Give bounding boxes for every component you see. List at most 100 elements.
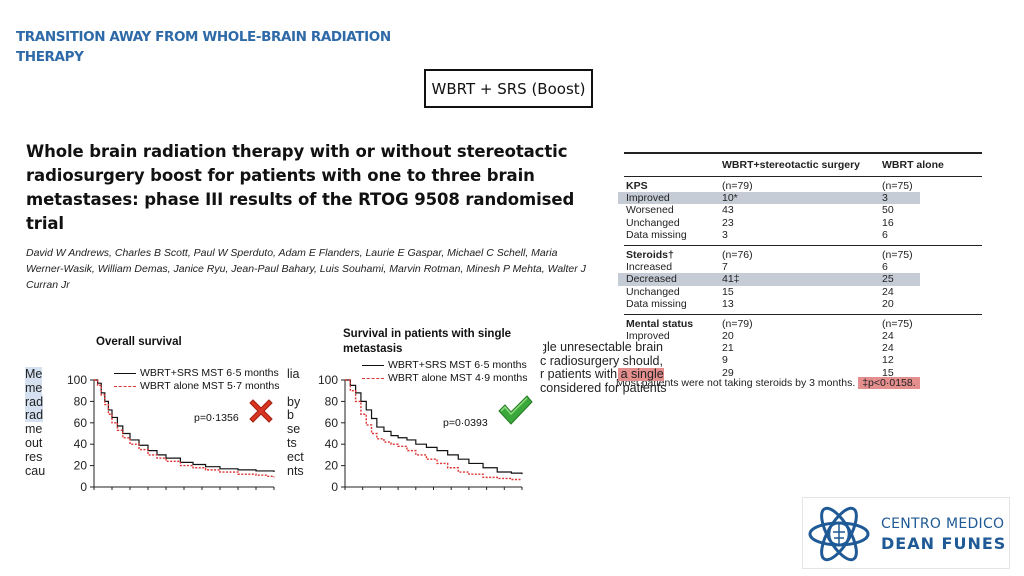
table-cell: 16	[882, 216, 894, 229]
table-cell: (n=79)	[722, 317, 753, 330]
table-cell: 24	[882, 330, 894, 343]
single-metastasis-plot: 0 20 40 60 80 100	[318, 373, 523, 494]
table-row: Worsened 43 50	[624, 204, 982, 216]
y-tick-label: 40	[74, 437, 88, 451]
y-tick-label: 0	[80, 480, 87, 494]
legend-item: WBRT+SRS MST 6·5 months	[114, 367, 279, 380]
survival-curve-wbrt-alone	[345, 379, 522, 481]
table-cell: 50	[882, 204, 894, 217]
abstract-line-left: rad	[25, 408, 44, 423]
table-row: 21 24	[624, 342, 982, 354]
footnote-highlight: ‡p<0·0158.	[858, 377, 920, 389]
y-tick-label: 100	[318, 373, 338, 387]
table-cell: Worsened	[626, 204, 674, 217]
legend-label: WBRT+SRS MST 6·5 months	[388, 359, 527, 371]
legend-label: WBRT alone MST 4·9 months	[388, 372, 528, 384]
table-cell: (n=75)	[882, 248, 913, 261]
legend-swatch	[114, 372, 136, 374]
table-row: Improved 10* 3	[618, 192, 982, 205]
y-tick-label: 60	[325, 416, 339, 430]
header-col-srs: WBRT+stereotactic surgery	[722, 159, 861, 171]
boost-label: WBRT + SRS (Boost)	[431, 79, 586, 98]
legend-label: WBRT alone MST 5·7 months	[140, 380, 280, 392]
p-value: p=0·1356	[194, 412, 239, 424]
table-cell: Improved	[626, 192, 670, 205]
chart-legend: WBRT+SRS MST 6·5 months WBRT alone MST 4…	[362, 359, 528, 385]
abstract-line-right: by	[287, 394, 301, 409]
abstract-line-right: b	[287, 408, 294, 423]
abstract-line-left: me	[25, 380, 43, 395]
legend-swatch	[114, 385, 136, 387]
table-row: Improved 20 24	[624, 330, 982, 342]
table-cell: 3	[722, 228, 728, 241]
table-cell: 43	[722, 204, 734, 217]
table-cell: Mental status	[626, 317, 694, 330]
table-section-row: KPS (n=79) (n=75)	[624, 180, 982, 192]
table-cell: 7	[722, 261, 728, 274]
abstract-line-right: se	[287, 422, 301, 437]
survival-curve-wbrt-srs	[345, 379, 523, 475]
table-cell: 15	[722, 285, 734, 298]
abstract-line-left: rad	[25, 394, 44, 409]
legend-item: WBRT alone MST 5·7 months	[114, 380, 279, 393]
y-tick-label: 80	[325, 394, 339, 408]
results-table: WBRT+stereotactic surgery WBRT alone KPS…	[618, 152, 982, 379]
table-cell: Data missing	[626, 297, 687, 310]
chart-title: Overall survival	[96, 335, 182, 350]
y-tick-label: 20	[74, 459, 88, 473]
abstract-line-left: Me	[25, 367, 43, 381]
table-cell: Data missing	[626, 228, 687, 241]
table-cell: 24	[882, 342, 894, 355]
abstract-line: r patients with a single	[540, 367, 664, 381]
legend-item: WBRT+SRS MST 6·5 months	[362, 359, 527, 372]
table-cell: (n=76)	[722, 248, 753, 261]
y-tick-label: 0	[331, 480, 338, 494]
table-row: Unchanged 23 16	[624, 217, 982, 229]
table-section-row: Steroids† (n=76) (n=75)	[624, 249, 982, 261]
table-cell: KPS	[626, 180, 648, 192]
overall-survival-plot: 0 20 40 60 80 100	[67, 373, 275, 494]
boost-label-box: WBRT + SRS (Boost)	[424, 69, 593, 108]
table-cell: 15	[882, 366, 894, 379]
table-cell: 12	[882, 354, 894, 367]
abstract-line-right: ts	[287, 436, 297, 450]
table-row: 29 15	[624, 367, 982, 379]
table-cell: 13	[722, 297, 734, 310]
table-row: Decreased 41‡ 25	[618, 273, 982, 286]
abstract-line-left: me	[25, 422, 43, 437]
table-cell: 20	[882, 297, 894, 310]
chart-legend: WBRT+SRS MST 6·5 months WBRT alone MST 5…	[114, 367, 280, 393]
table-cell: Decreased	[626, 273, 677, 286]
logo-line1: CENTRO MEDICO	[881, 516, 1005, 532]
y-tick-label: 20	[325, 459, 339, 473]
abstract-line-right: nts	[287, 463, 304, 478]
abstract-line-left: res	[25, 449, 43, 464]
logo-line2: DEAN FUNES	[881, 534, 1007, 553]
legend-label: WBRT+SRS MST 6·5 months	[140, 367, 279, 379]
header-col-wbrt: WBRT alone	[882, 159, 944, 171]
table-cell: Unchanged	[626, 216, 680, 229]
section-divider	[624, 310, 982, 315]
footnote-text: Most patients were not taking steroids b…	[616, 377, 856, 389]
chart-title: Survival in patients with single metasta…	[343, 327, 543, 357]
table-cell: 41‡	[722, 273, 740, 286]
table-cell: 29	[722, 366, 734, 379]
table-cell: 20	[722, 330, 734, 343]
y-tick-label: 40	[325, 437, 339, 451]
table-cell: 3	[882, 192, 888, 205]
table-cell: (n=75)	[882, 317, 913, 330]
table-cell: Unchanged	[626, 285, 680, 298]
table-cell: (n=75)	[882, 180, 913, 192]
legend-swatch	[362, 377, 384, 379]
table-cell: Steroids†	[626, 248, 674, 261]
legend-swatch	[362, 364, 384, 366]
survival-curve-wbrt-srs	[94, 379, 275, 473]
table-body: KPS (n=79) (n=75) Improved 10* 3 Worsened 43 50 U…	[618, 180, 982, 379]
overall-survival-chart: 0 20 40 60 80 100 Overall survival WBRT+SRS M…	[56, 332, 314, 502]
y-tick-label: 60	[74, 416, 88, 430]
section-divider	[624, 241, 982, 246]
table-footnote: Most patients were not taking steroids b…	[616, 377, 992, 390]
table-cell: Increased	[626, 261, 673, 274]
abstract-line-left: cau	[25, 463, 46, 478]
table-cell: 23	[722, 216, 734, 229]
